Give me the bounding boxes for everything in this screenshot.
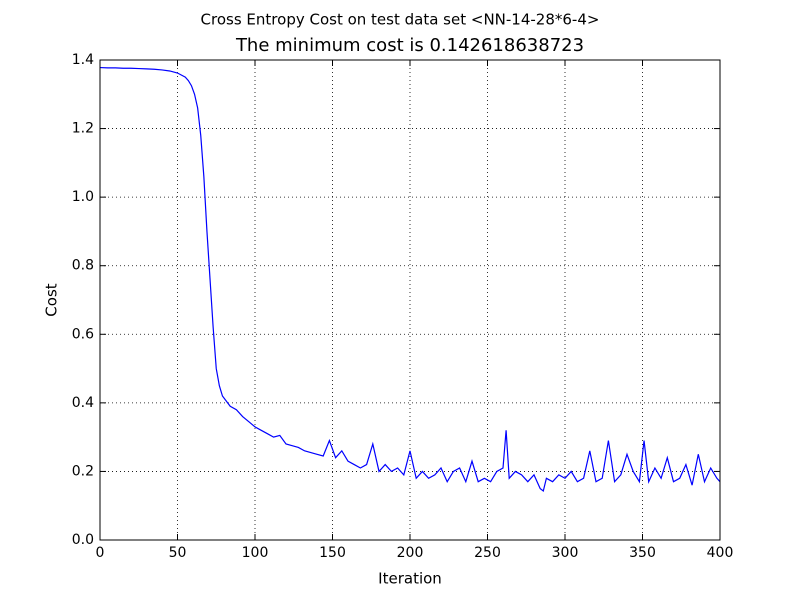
y-tick-label: 1.4 [72, 52, 94, 68]
y-tick-label: 0.2 [72, 463, 94, 479]
x-tick-label: 150 [319, 545, 346, 561]
plot-frame [99, 59, 721, 541]
x-tick-label: 200 [397, 545, 424, 561]
x-tick-label: 250 [474, 545, 501, 561]
x-tick-label: 300 [552, 545, 579, 561]
y-axis-label: Cost [43, 283, 61, 316]
cost-line [99, 66, 721, 493]
y-tick-label: 0.0 [72, 532, 94, 548]
x-axis-label: Iteration [378, 570, 442, 588]
chart-title: The minimum cost is 0.142618638723 [235, 35, 584, 56]
y-tick-label: 0.6 [72, 326, 94, 342]
y-tick-label: 0.8 [72, 258, 94, 274]
chart-suptitle: Cross Entropy Cost on test data set <NN-… [201, 11, 600, 29]
x-tick-label: 400 [707, 545, 734, 561]
x-tick-label: 350 [629, 545, 656, 561]
y-tick-label: 1.2 [72, 121, 94, 137]
x-tick-label: 100 [242, 545, 269, 561]
x-tick-label: 50 [169, 545, 187, 561]
y-tick-label: 1.0 [72, 189, 94, 205]
y-tick-label: 0.4 [72, 395, 94, 411]
x-tick-label: 0 [96, 545, 105, 561]
